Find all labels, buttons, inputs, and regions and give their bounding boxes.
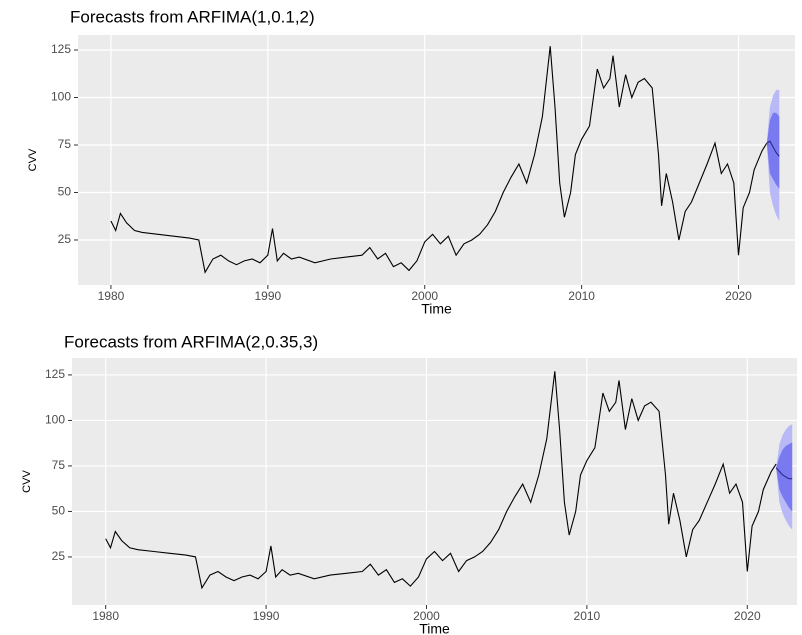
series-line: [110, 46, 768, 274]
x-tick-label: 2000: [413, 609, 440, 623]
y-tick-label: 50: [52, 504, 66, 518]
forecast-line: [775, 467, 793, 480]
x-tick-label: 1980: [98, 289, 125, 303]
y-tick-label: 125: [51, 42, 71, 56]
y-tick-label: 25: [52, 549, 66, 563]
y-tick-label: 75: [52, 458, 66, 472]
plot-background: [72, 358, 797, 605]
chart-title: Forecasts from ARFIMA(2,0.35,3): [64, 332, 318, 351]
plot-background: [78, 35, 795, 285]
x-tick-label: 1990: [253, 609, 280, 623]
y-tick-label: 75: [58, 137, 72, 151]
y-tick-label: 50: [58, 185, 72, 199]
y-tick-label: 125: [45, 367, 65, 381]
x-tick-label: 2000: [411, 289, 438, 303]
interval-80: [776, 442, 793, 512]
x-tick-label: 2010: [568, 289, 595, 303]
x-tick-label: 2020: [734, 609, 761, 623]
y-axis-title: CVV: [21, 470, 33, 493]
y-axis-title: CVV: [27, 148, 39, 171]
y-tick-label: 100: [45, 413, 65, 427]
x-axis-title: Time: [419, 621, 450, 635]
x-tick-label: 2010: [574, 609, 601, 623]
series-line: [105, 371, 777, 590]
y-tick-label: 25: [58, 232, 72, 246]
x-tick-label: 1990: [254, 289, 281, 303]
forecast-line: [766, 140, 780, 157]
x-tick-label: 1980: [92, 609, 119, 623]
x-axis-title: Time: [421, 301, 452, 317]
chart-title: Forecasts from ARFIMA(1,0.1,2): [70, 7, 315, 26]
x-tick-label: 2020: [725, 289, 752, 303]
y-tick-label: 100: [51, 90, 71, 104]
interval-80: [766, 112, 780, 189]
